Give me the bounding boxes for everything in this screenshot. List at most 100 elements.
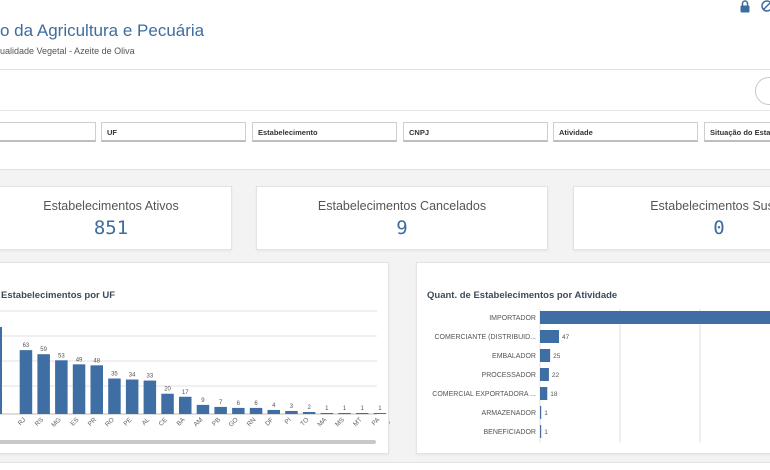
chart-card-atividade: Quant. de Estabelecimentos por Atividade… xyxy=(416,262,770,454)
tick-label: CE xyxy=(158,416,170,428)
bar-atividade xyxy=(540,311,770,324)
tick-label: PE xyxy=(122,416,134,428)
filter-situacao[interactable]: Situação do Esta xyxy=(704,122,770,142)
bar-uf xyxy=(232,407,245,414)
bar-uf xyxy=(125,379,139,414)
data-label: 3 xyxy=(290,404,294,410)
scrollbar xyxy=(0,440,376,444)
data-label: 6 xyxy=(254,401,258,407)
divider xyxy=(0,110,770,111)
tick-label: PB xyxy=(211,416,222,427)
tick-label: MA xyxy=(316,416,328,428)
data-label: 4 xyxy=(272,403,276,409)
chart-title: Quant. de Estabelecimentos por Atividade xyxy=(427,290,618,301)
bar-uf xyxy=(161,393,174,414)
bar-uf xyxy=(90,365,103,414)
chart-card-uf: Estabelecimentos por UF 63 RJ 59 RS 53 MG 49 ES… xyxy=(0,262,390,454)
lock-icon[interactable] xyxy=(738,0,752,14)
footer-strip xyxy=(0,462,770,470)
data-label: 1 xyxy=(544,429,548,436)
data-label: 18 xyxy=(550,391,558,398)
bar-uf xyxy=(338,412,351,414)
tick-label: RS xyxy=(34,416,46,428)
data-label: 1 xyxy=(343,406,347,412)
category-label: BENEFICIADOR xyxy=(483,429,536,436)
bar-uf xyxy=(302,411,316,414)
kpi-card-ativos: Estabelecimentos Ativos 851 xyxy=(0,186,232,250)
chart-uf: 63RJ59RS53MG49ES48PR35RO34PE33AL20CE17BA… xyxy=(0,310,390,444)
bar-uf xyxy=(0,327,2,414)
kpi-card-suspensos: Estabelecimentos Suspe 0 xyxy=(573,186,770,250)
data-label: 34 xyxy=(129,373,136,379)
category-label: ARMAZENADOR xyxy=(482,410,536,417)
tick-label: MT xyxy=(352,416,364,428)
kpi-label: Estabelecimentos Suspe xyxy=(650,199,770,213)
filter-uf[interactable]: UF xyxy=(101,122,246,142)
data-label: 6 xyxy=(237,401,241,407)
bar-uf xyxy=(214,406,227,414)
bar-uf xyxy=(55,360,68,414)
bar-atividade xyxy=(540,387,548,400)
data-label: 63 xyxy=(23,343,30,349)
tick-label: RO xyxy=(104,416,116,428)
data-label: 53 xyxy=(58,353,65,359)
bar-uf xyxy=(19,350,33,414)
tick-label: DF xyxy=(264,416,275,427)
data-label: 1 xyxy=(361,406,365,412)
bar-uf xyxy=(267,409,280,414)
tick-label: PR xyxy=(87,416,99,428)
filter-cnpj[interactable]: CNPJ xyxy=(403,122,548,142)
kpi-value: 851 xyxy=(93,217,129,239)
kpi-value: 9 xyxy=(396,217,408,239)
bar-uf xyxy=(320,412,334,414)
filter-blank[interactable] xyxy=(0,122,96,142)
bar-uf xyxy=(196,404,210,414)
bar-atividade xyxy=(540,330,560,343)
tick-label: GO xyxy=(228,416,240,428)
tick-label: MG xyxy=(50,416,62,428)
bar-uf xyxy=(285,410,298,414)
bar-uf xyxy=(249,407,263,414)
data-label: 20 xyxy=(164,387,171,393)
category-label: EMBALADOR xyxy=(492,353,536,360)
category-label: COMERCIAL EXPORTADORA ... xyxy=(432,391,536,398)
data-label: 33 xyxy=(147,374,154,380)
bar-uf xyxy=(72,364,86,414)
page-title: o da Agricultura e Pecuária xyxy=(0,21,205,40)
bar-uf xyxy=(373,412,387,414)
chart-title: Estabelecimentos por UF xyxy=(1,290,116,301)
tick-label: BA xyxy=(176,416,188,428)
data-label: 49 xyxy=(76,357,83,363)
reset-circle-button[interactable] xyxy=(755,77,770,105)
filter-estabelecimento[interactable]: Estabelecimento xyxy=(252,122,397,142)
data-label: 25 xyxy=(553,353,561,360)
bar-atividade xyxy=(540,425,542,438)
data-label: 9 xyxy=(201,398,205,404)
data-label: 48 xyxy=(93,358,100,364)
no-entry-icon[interactable] xyxy=(760,0,770,14)
tick-label: RJ xyxy=(17,416,28,427)
data-label: 22 xyxy=(552,372,560,379)
bar-atividade xyxy=(540,349,551,362)
bar-uf xyxy=(356,412,369,414)
bar-uf xyxy=(143,380,157,414)
data-label: 59 xyxy=(40,347,47,353)
header: o da Agricultura e Pecuária ualidade Veg… xyxy=(0,0,770,70)
tick-label: RN xyxy=(246,416,258,428)
bar-uf xyxy=(179,396,192,414)
data-label: 1 xyxy=(325,406,329,412)
kpi-label: Estabelecimentos Ativos xyxy=(43,199,179,213)
kpi-card-cancelados: Estabelecimentos Cancelados 9 xyxy=(256,186,548,250)
tick-label: TO xyxy=(299,416,310,427)
bar-atividade xyxy=(540,406,542,419)
data-label: 35 xyxy=(111,372,118,378)
category-label: COMERCIANTE (DISTRIBUID... xyxy=(434,334,536,341)
tick-label: AL xyxy=(141,416,152,427)
filter-atividade[interactable]: Atividade xyxy=(553,122,698,142)
tick-label: AM xyxy=(193,416,205,428)
kpi-label: Estabelecimentos Cancelados xyxy=(317,199,487,213)
bar-uf xyxy=(108,378,121,414)
filter-bar xyxy=(0,70,770,170)
tick-label: ES xyxy=(69,416,81,428)
